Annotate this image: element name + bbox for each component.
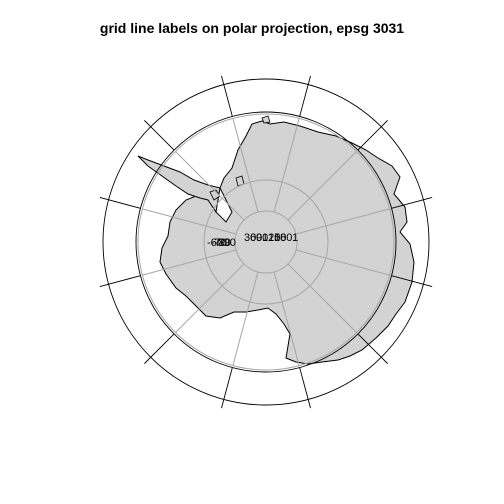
graticule-label-minus80: -80 bbox=[215, 237, 231, 249]
graticule-label-150: 150 bbox=[268, 232, 286, 244]
graticule-circle-inner bbox=[234, 210, 298, 274]
graticule-label-180: 180 bbox=[274, 232, 292, 244]
graticule-label-90: 90 bbox=[256, 232, 268, 244]
meridian-inner-60 bbox=[273, 271, 300, 366]
meridian-inner-300 bbox=[287, 151, 357, 221]
meridians-outer bbox=[99, 75, 433, 409]
meridian-inner-270 bbox=[273, 118, 300, 213]
meridian-outer-180 bbox=[99, 197, 141, 209]
graticule-label-60: 60 bbox=[250, 232, 262, 244]
graticule-label-120: 120 bbox=[262, 232, 280, 244]
graticule-circle-outer-inner bbox=[137, 113, 395, 371]
meridian-inner-30 bbox=[287, 263, 357, 333]
antarctic-peninsula bbox=[137, 155, 221, 214]
island-3 bbox=[261, 115, 271, 124]
meridian-inner-210 bbox=[175, 151, 245, 221]
meridian-outer-210 bbox=[144, 120, 175, 151]
meridian-inner-180 bbox=[142, 208, 237, 235]
meridian-outer-150 bbox=[99, 275, 141, 287]
meridian-inner-330 bbox=[295, 208, 390, 235]
graticule-label-minus60: -60 bbox=[207, 237, 223, 249]
graticule-circle-middle bbox=[203, 179, 329, 305]
antarctica-landmass bbox=[159, 120, 415, 365]
meridian-inner-90 bbox=[232, 271, 259, 366]
meridian-outer-270 bbox=[299, 75, 311, 117]
graticule-label-minus90: -90 bbox=[220, 237, 236, 249]
meridian-inner-150 bbox=[142, 249, 237, 276]
meridian-outer-330 bbox=[391, 197, 433, 209]
graticule-label-30: 30 bbox=[244, 232, 256, 244]
meridian-outer-60 bbox=[299, 367, 311, 409]
meridian-outer-0 bbox=[391, 275, 433, 287]
meridian-outer-90 bbox=[221, 367, 233, 409]
graticule-circle-110 bbox=[135, 111, 397, 373]
meridian-outer-240 bbox=[221, 75, 233, 117]
meridian-outer-30 bbox=[357, 333, 388, 364]
graticule-label-cluster: -60 -70 -80 -90 30 60 90 120 150 180 1 bbox=[207, 232, 298, 249]
meridian-inner-240 bbox=[232, 118, 259, 213]
meridian-outer-120 bbox=[144, 333, 175, 364]
meridian-outer-300 bbox=[357, 120, 388, 151]
meridians-inner bbox=[142, 118, 390, 366]
graticule-circle-border bbox=[102, 78, 430, 406]
meridian-inner-0 bbox=[295, 249, 390, 276]
plot-title: grid line labels on polar projection, ep… bbox=[99, 20, 405, 36]
graticule-label-1: 1 bbox=[292, 232, 298, 244]
meridian-inner-120 bbox=[175, 263, 245, 333]
graticule-label-minus70: -70 bbox=[211, 237, 227, 249]
